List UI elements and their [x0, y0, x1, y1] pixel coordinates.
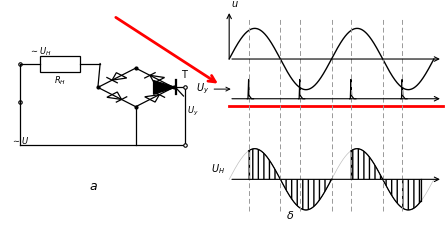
Text: $\sim U_H$: $\sim U_H$ [29, 46, 52, 59]
Text: $\sim U$: $\sim U$ [11, 135, 29, 146]
Text: $U_y$: $U_y$ [196, 82, 209, 96]
Text: $U_H$: $U_H$ [210, 162, 225, 176]
Text: u: u [231, 0, 237, 9]
Text: $\delta$: $\delta$ [286, 209, 294, 220]
Bar [40, 56, 80, 72]
Text: T: T [181, 70, 186, 80]
Text: $R_H$: $R_H$ [54, 74, 66, 87]
Polygon shape [154, 81, 175, 94]
Text: $U_y$: $U_y$ [187, 105, 198, 118]
Text: $a$: $a$ [89, 180, 98, 193]
